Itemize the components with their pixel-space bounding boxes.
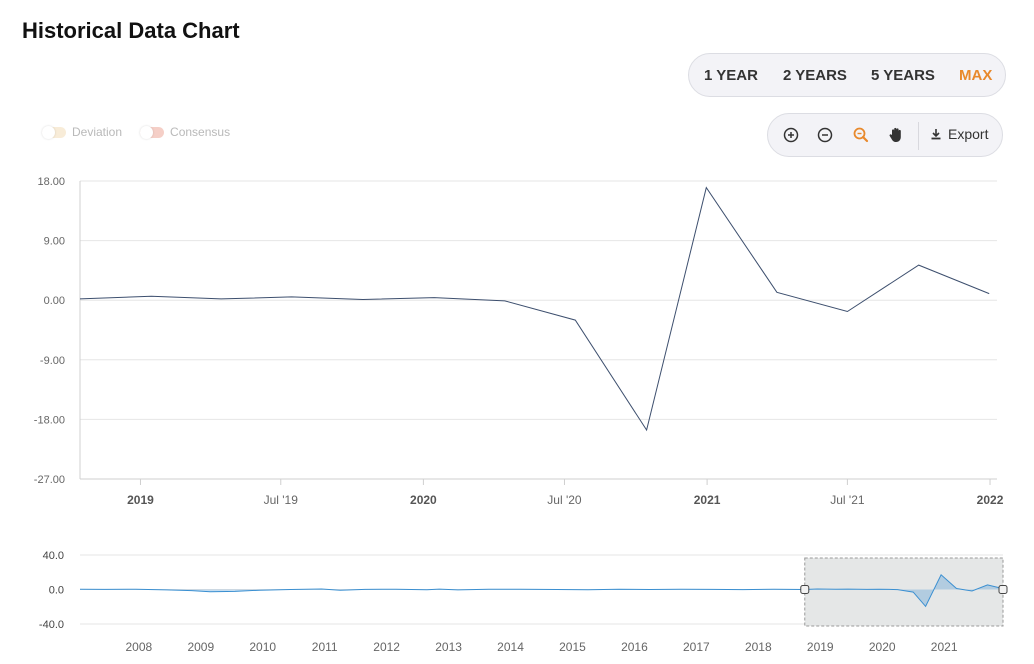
data-point[interactable]	[987, 292, 991, 296]
toolbar-divider	[918, 122, 919, 150]
data-point[interactable]	[149, 294, 153, 298]
legend-label: Deviation	[72, 125, 123, 139]
y-tick-label: 9.00	[44, 236, 65, 248]
x-tick-label: 2018	[745, 640, 772, 654]
navigator-selection[interactable]	[804, 557, 1004, 627]
navigator-handle-right[interactable]	[998, 585, 1008, 594]
main-line-chart[interactable]: 18.00 9.00 0.00 -9.00 -18.00 -27.00 2019 Jul '1…	[0, 165, 1034, 515]
x-tick-label: 2010	[249, 640, 276, 654]
navigator-chart[interactable]: 40.0 0.0 -40.0 2008 2009 2010 2011 2012 2013 2014…	[0, 540, 1034, 664]
range-selector: 1 YEAR 2 YEARS 5 YEARS MAX	[688, 53, 1006, 97]
data-point[interactable]	[503, 299, 507, 303]
x-tick-label: 2021	[694, 493, 721, 507]
data-point[interactable]	[361, 298, 365, 302]
x-tick-label: Jul '20	[547, 493, 582, 507]
x-tick-label: Jul '19	[264, 493, 299, 507]
x-tick-label: 2009	[187, 640, 214, 654]
x-tick-label: 2014	[497, 640, 524, 654]
data-point[interactable]	[775, 290, 779, 294]
range-2-years-button[interactable]: 2 YEARS	[783, 67, 847, 84]
y-tick-label: -27.00	[34, 474, 65, 486]
data-point[interactable]	[290, 295, 294, 299]
download-icon	[931, 129, 941, 140]
data-point[interactable]	[219, 297, 223, 301]
y-tick-label: 40.0	[43, 550, 64, 562]
consensus-toggle-icon[interactable]	[140, 125, 165, 139]
export-label: Export	[948, 126, 989, 142]
deviation-toggle-icon[interactable]	[42, 125, 66, 139]
range-max-button[interactable]: MAX	[959, 67, 993, 84]
legend-label: Consensus	[170, 125, 231, 139]
x-tick-label: 2017	[683, 640, 710, 654]
x-tick-label: 2021	[931, 640, 958, 654]
y-tick-label: 0.00	[44, 295, 65, 307]
navigator-handle-left[interactable]	[800, 585, 810, 594]
y-tick-label: 0.0	[49, 585, 64, 597]
range-5-years-button[interactable]: 5 YEARS	[871, 67, 935, 84]
series-line[interactable]	[79, 186, 990, 432]
data-point[interactable]	[845, 309, 849, 313]
page-title: Historical Data Chart	[22, 18, 240, 43]
legend-item-consensus[interactable]: Consensus	[140, 125, 230, 139]
y-tick-label: -40.0	[39, 619, 64, 631]
x-tick-label: 2022	[977, 493, 1004, 507]
magnifier-icon[interactable]	[850, 124, 872, 146]
data-point[interactable]	[645, 428, 649, 432]
range-1-year-button[interactable]: 1 YEAR	[704, 67, 758, 84]
x-tick-label: 2008	[125, 640, 152, 654]
x-tick-label: Jul '21	[830, 493, 865, 507]
x-tick-label: 2019	[807, 640, 834, 654]
data-point[interactable]	[78, 297, 82, 301]
chart-toolbar: Export	[767, 113, 1003, 157]
data-point[interactable]	[704, 186, 708, 190]
x-tick-label: 2020	[869, 640, 896, 654]
x-tick-label: 2016	[621, 640, 648, 654]
x-tick-label: 2015	[559, 640, 586, 654]
export-button[interactable]: Export	[930, 126, 988, 142]
data-point[interactable]	[917, 263, 921, 267]
zoom-in-icon[interactable]	[780, 124, 802, 146]
zoom-out-icon[interactable]	[814, 124, 836, 146]
chart-legend: Deviation Consensus	[42, 125, 248, 139]
x-tick-label: 2013	[435, 640, 462, 654]
navigator-line	[79, 573, 1004, 608]
data-point[interactable]	[573, 318, 577, 322]
y-tick-label: -9.00	[40, 355, 65, 367]
y-tick-label: -18.00	[34, 414, 65, 426]
x-tick-label: 2019	[127, 493, 154, 507]
data-point[interactable]	[432, 296, 436, 300]
x-tick-label: 2011	[312, 640, 338, 654]
hand-pan-icon[interactable]	[885, 124, 907, 146]
x-tick-label: 2012	[373, 640, 400, 654]
legend-item-deviation[interactable]: Deviation	[42, 125, 122, 139]
x-tick-label: 2020	[410, 493, 437, 507]
y-tick-label: 18.00	[37, 176, 65, 188]
